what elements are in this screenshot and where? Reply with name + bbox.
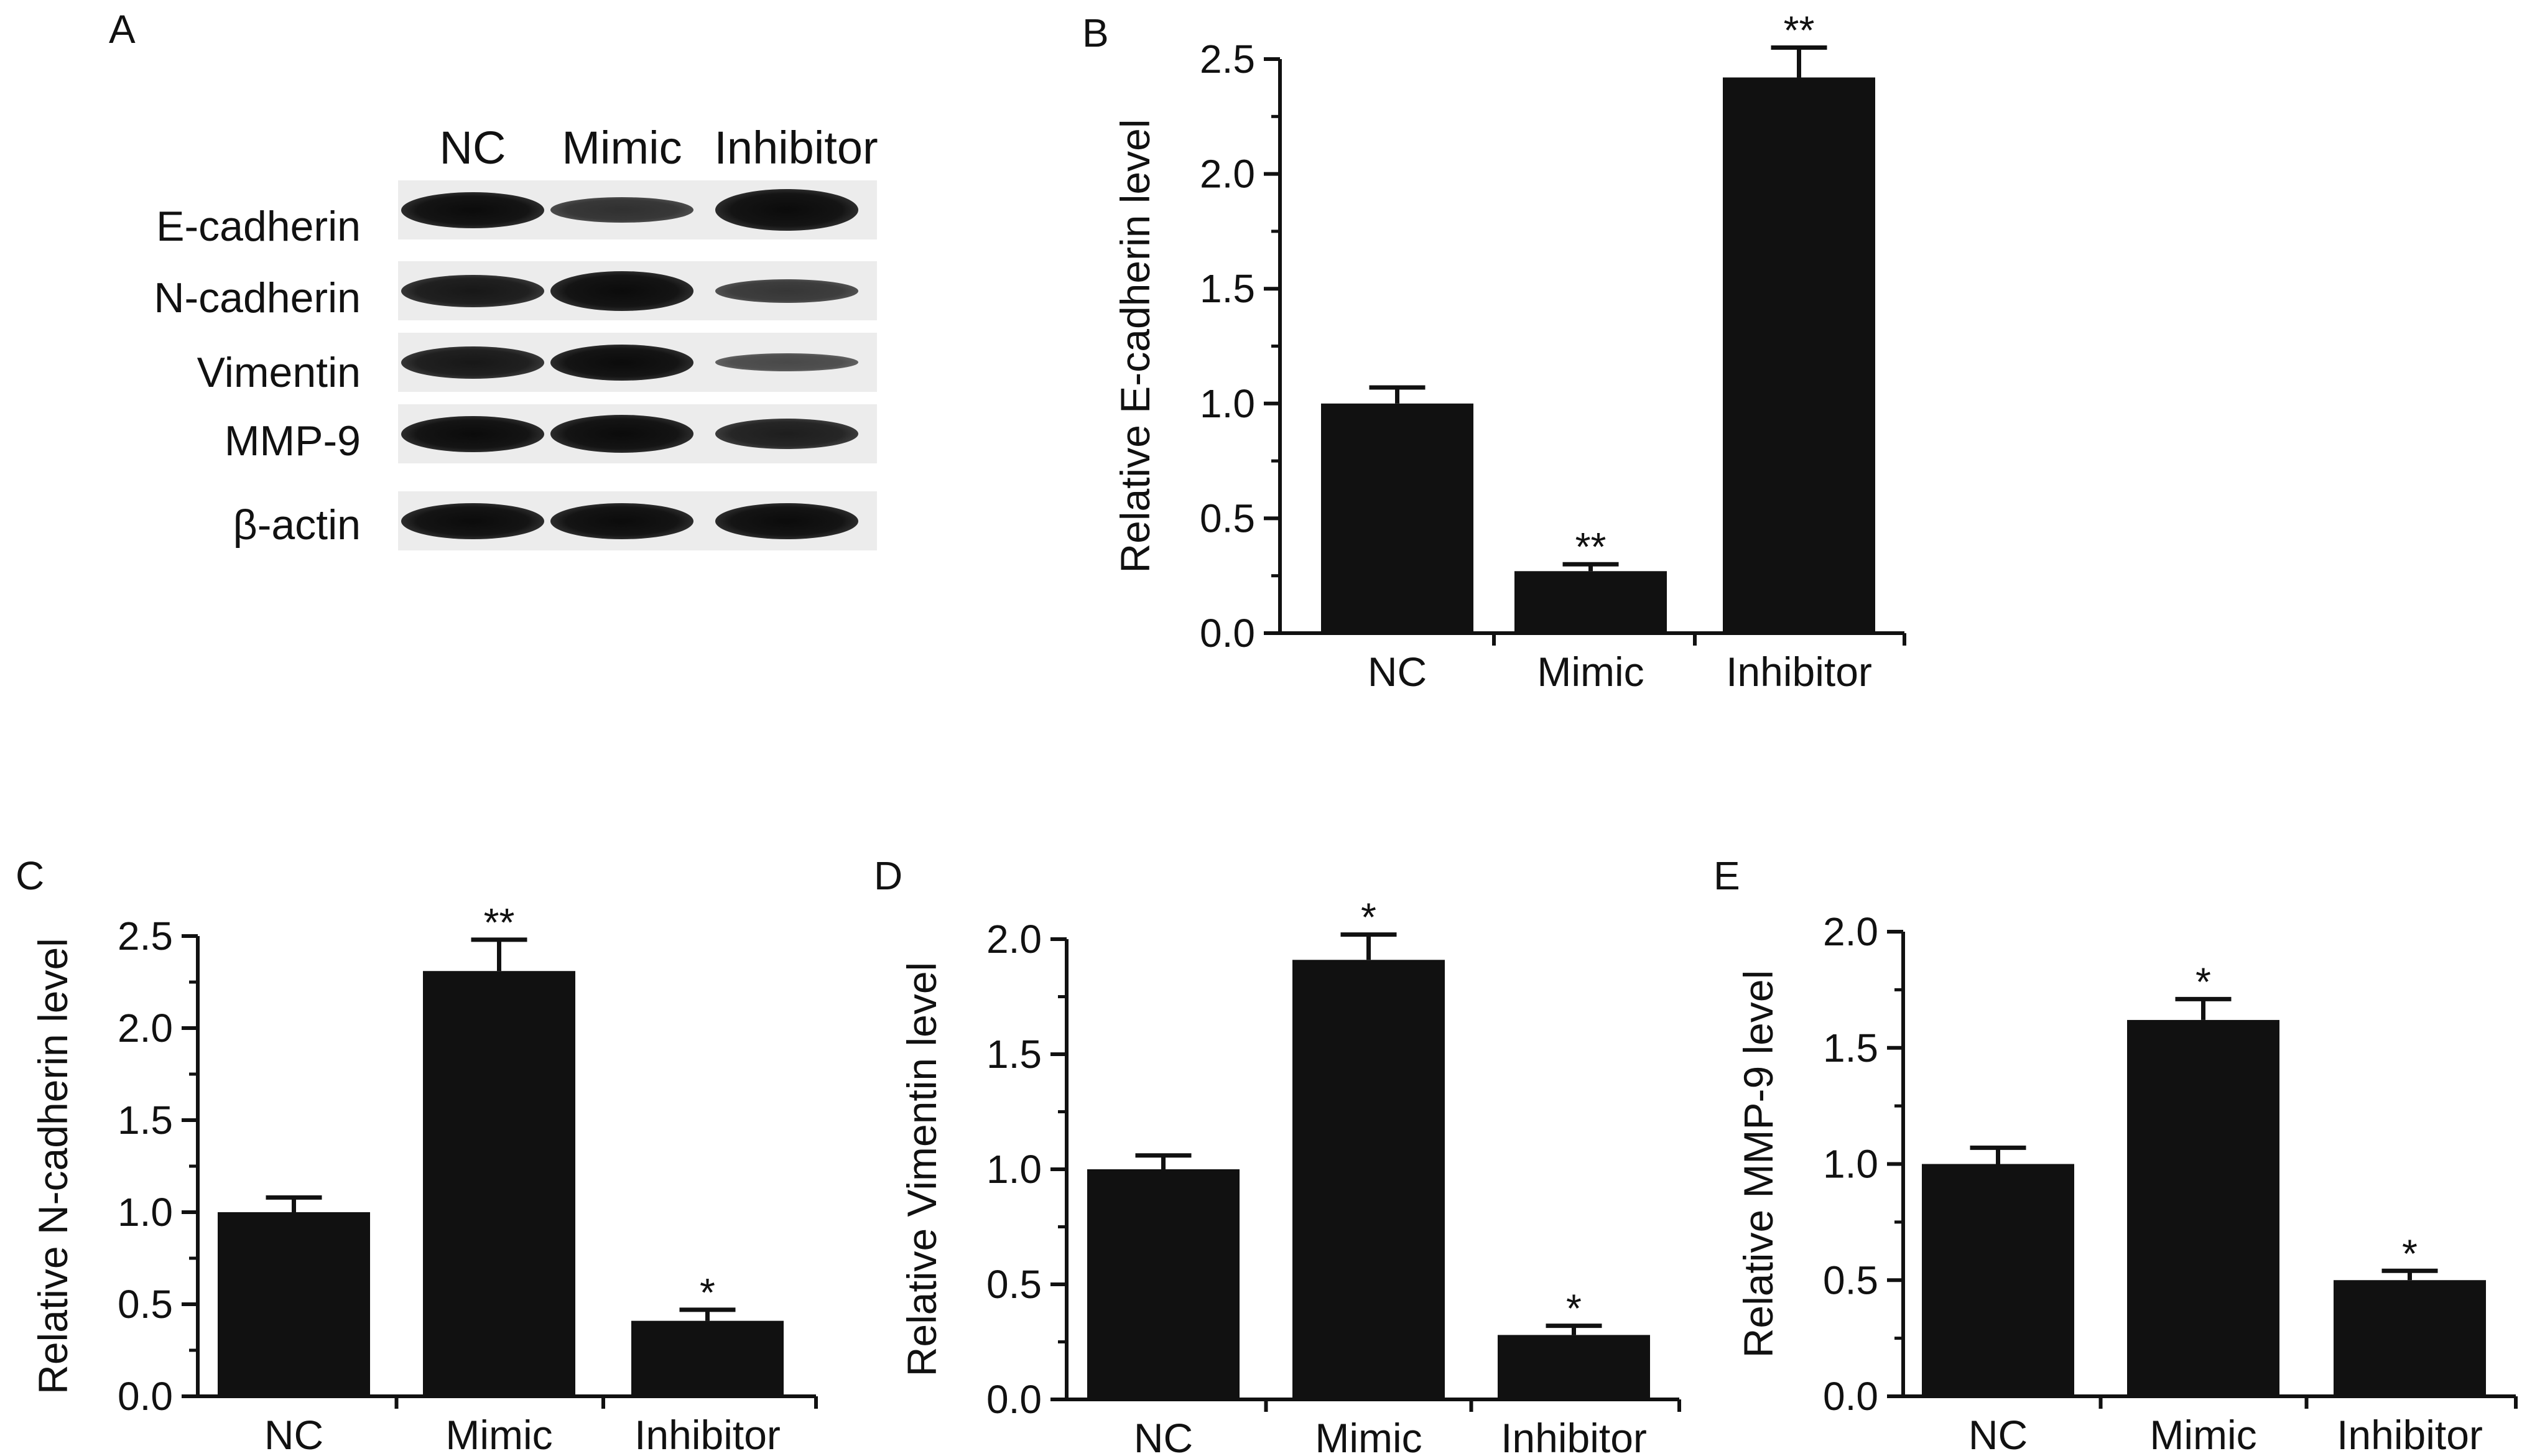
significance-marker: * [2195,959,2211,1004]
blot-band [401,346,544,379]
y-tick-label: 1.5 [118,1098,173,1143]
western-blot-panel: A NC Mimic Inhibitor E-cadherin N-cadher… [0,0,933,622]
row-label-n-cadherin: N-cadherin [154,274,361,322]
category-label: NC [1134,1415,1193,1456]
y-tick-label: 0.0 [986,1377,1042,1422]
blot-band [715,353,858,371]
blot-band [715,503,858,539]
y-tick-label: 1.5 [1200,266,1255,311]
bar [631,1320,784,1396]
y-tick-label: 2.5 [1200,37,1255,81]
category-label: Inhibitor [1726,649,1872,695]
y-tick-label: 0.0 [118,1374,173,1419]
category-label: Mimic [2149,1412,2256,1456]
blot-band [550,344,693,381]
significance-marker: ** [1784,8,1815,53]
significance-marker: * [1361,895,1376,940]
y-tick-label: 2.0 [1200,152,1255,197]
y-tick-label: 0.5 [986,1262,1042,1307]
category-label: Mimic [1315,1415,1422,1456]
y-tick-label: 1.0 [986,1147,1042,1192]
bar [1514,571,1667,633]
y-tick-label: 0.0 [1200,611,1255,656]
blot-band [715,419,858,449]
y-tick-label: 0.5 [1823,1258,1878,1302]
panel-letter-c: C [16,853,44,898]
lane-label-mimic: Mimic [562,122,682,174]
category-label: NC [1368,649,1427,695]
category-label: NC [264,1412,323,1456]
bar [1922,1164,2074,1396]
y-axis-label: Relative Vimentin level [899,962,945,1376]
significance-marker: * [1566,1286,1582,1331]
bar [1321,403,1473,633]
category-label: Inhibitor [634,1412,781,1456]
category-label: NC [1968,1412,2028,1456]
row-label-mmp9: MMP-9 [224,417,361,465]
row-label-e-cadherin: E-cadherin [156,203,361,250]
category-label: Inhibitor [1501,1415,1647,1456]
blot-band [550,197,693,223]
bar [1498,1335,1650,1399]
blot-band [715,189,858,231]
y-tick-label: 2.0 [986,917,1042,962]
bar [2334,1280,2486,1396]
blot-band [401,192,544,228]
significance-marker: ** [1575,524,1607,569]
category-label: Mimic [445,1412,552,1456]
blot-band [715,279,858,303]
significance-marker: * [700,1270,715,1315]
bar [423,971,575,1396]
y-tick-label: 1.5 [986,1032,1042,1077]
panel-letter-d: D [874,853,902,898]
y-tick-label: 1.0 [118,1190,173,1235]
blot-band [550,503,693,539]
panel-letter-b: B [1082,11,1109,55]
blot-band [401,415,544,452]
blot-band [550,415,693,453]
blot-band [401,274,544,307]
y-tick-label: 0.0 [1823,1374,1878,1419]
bar [2127,1019,2279,1396]
y-tick-label: 1.0 [1823,1142,1878,1187]
panel-letter-a: A [109,7,136,52]
y-axis-label: Relative N-cadherin level [30,938,76,1394]
lane-label-nc: NC [439,122,506,174]
y-axis-label: Relative MMP-9 level [1735,970,1781,1358]
category-label: Mimic [1537,649,1644,695]
y-tick-label: 2.0 [1823,909,1878,954]
y-tick-label: 0.5 [118,1282,173,1327]
blot-band [401,503,544,539]
blot-band [550,271,693,311]
row-label-vimentin: Vimentin [197,349,361,396]
row-label-beta-actin: β-actin [233,501,361,549]
significance-marker: ** [484,900,515,945]
bar [1723,77,1875,633]
bar [218,1212,370,1396]
bar [1087,1169,1240,1399]
y-axis-label: Relative E-cadherin level [1112,119,1158,573]
y-tick-label: 2.0 [118,1006,173,1050]
y-tick-label: 1.0 [1200,381,1255,426]
panel-letter-e: E [1713,853,1740,898]
y-tick-label: 0.5 [1200,496,1255,540]
bar [1292,960,1445,1399]
category-label: Inhibitor [2337,1412,2483,1456]
significance-marker: * [2402,1231,2418,1276]
lane-label-inhibitor: Inhibitor [714,122,878,174]
y-tick-label: 1.5 [1823,1026,1878,1070]
y-tick-label: 2.5 [118,914,173,958]
